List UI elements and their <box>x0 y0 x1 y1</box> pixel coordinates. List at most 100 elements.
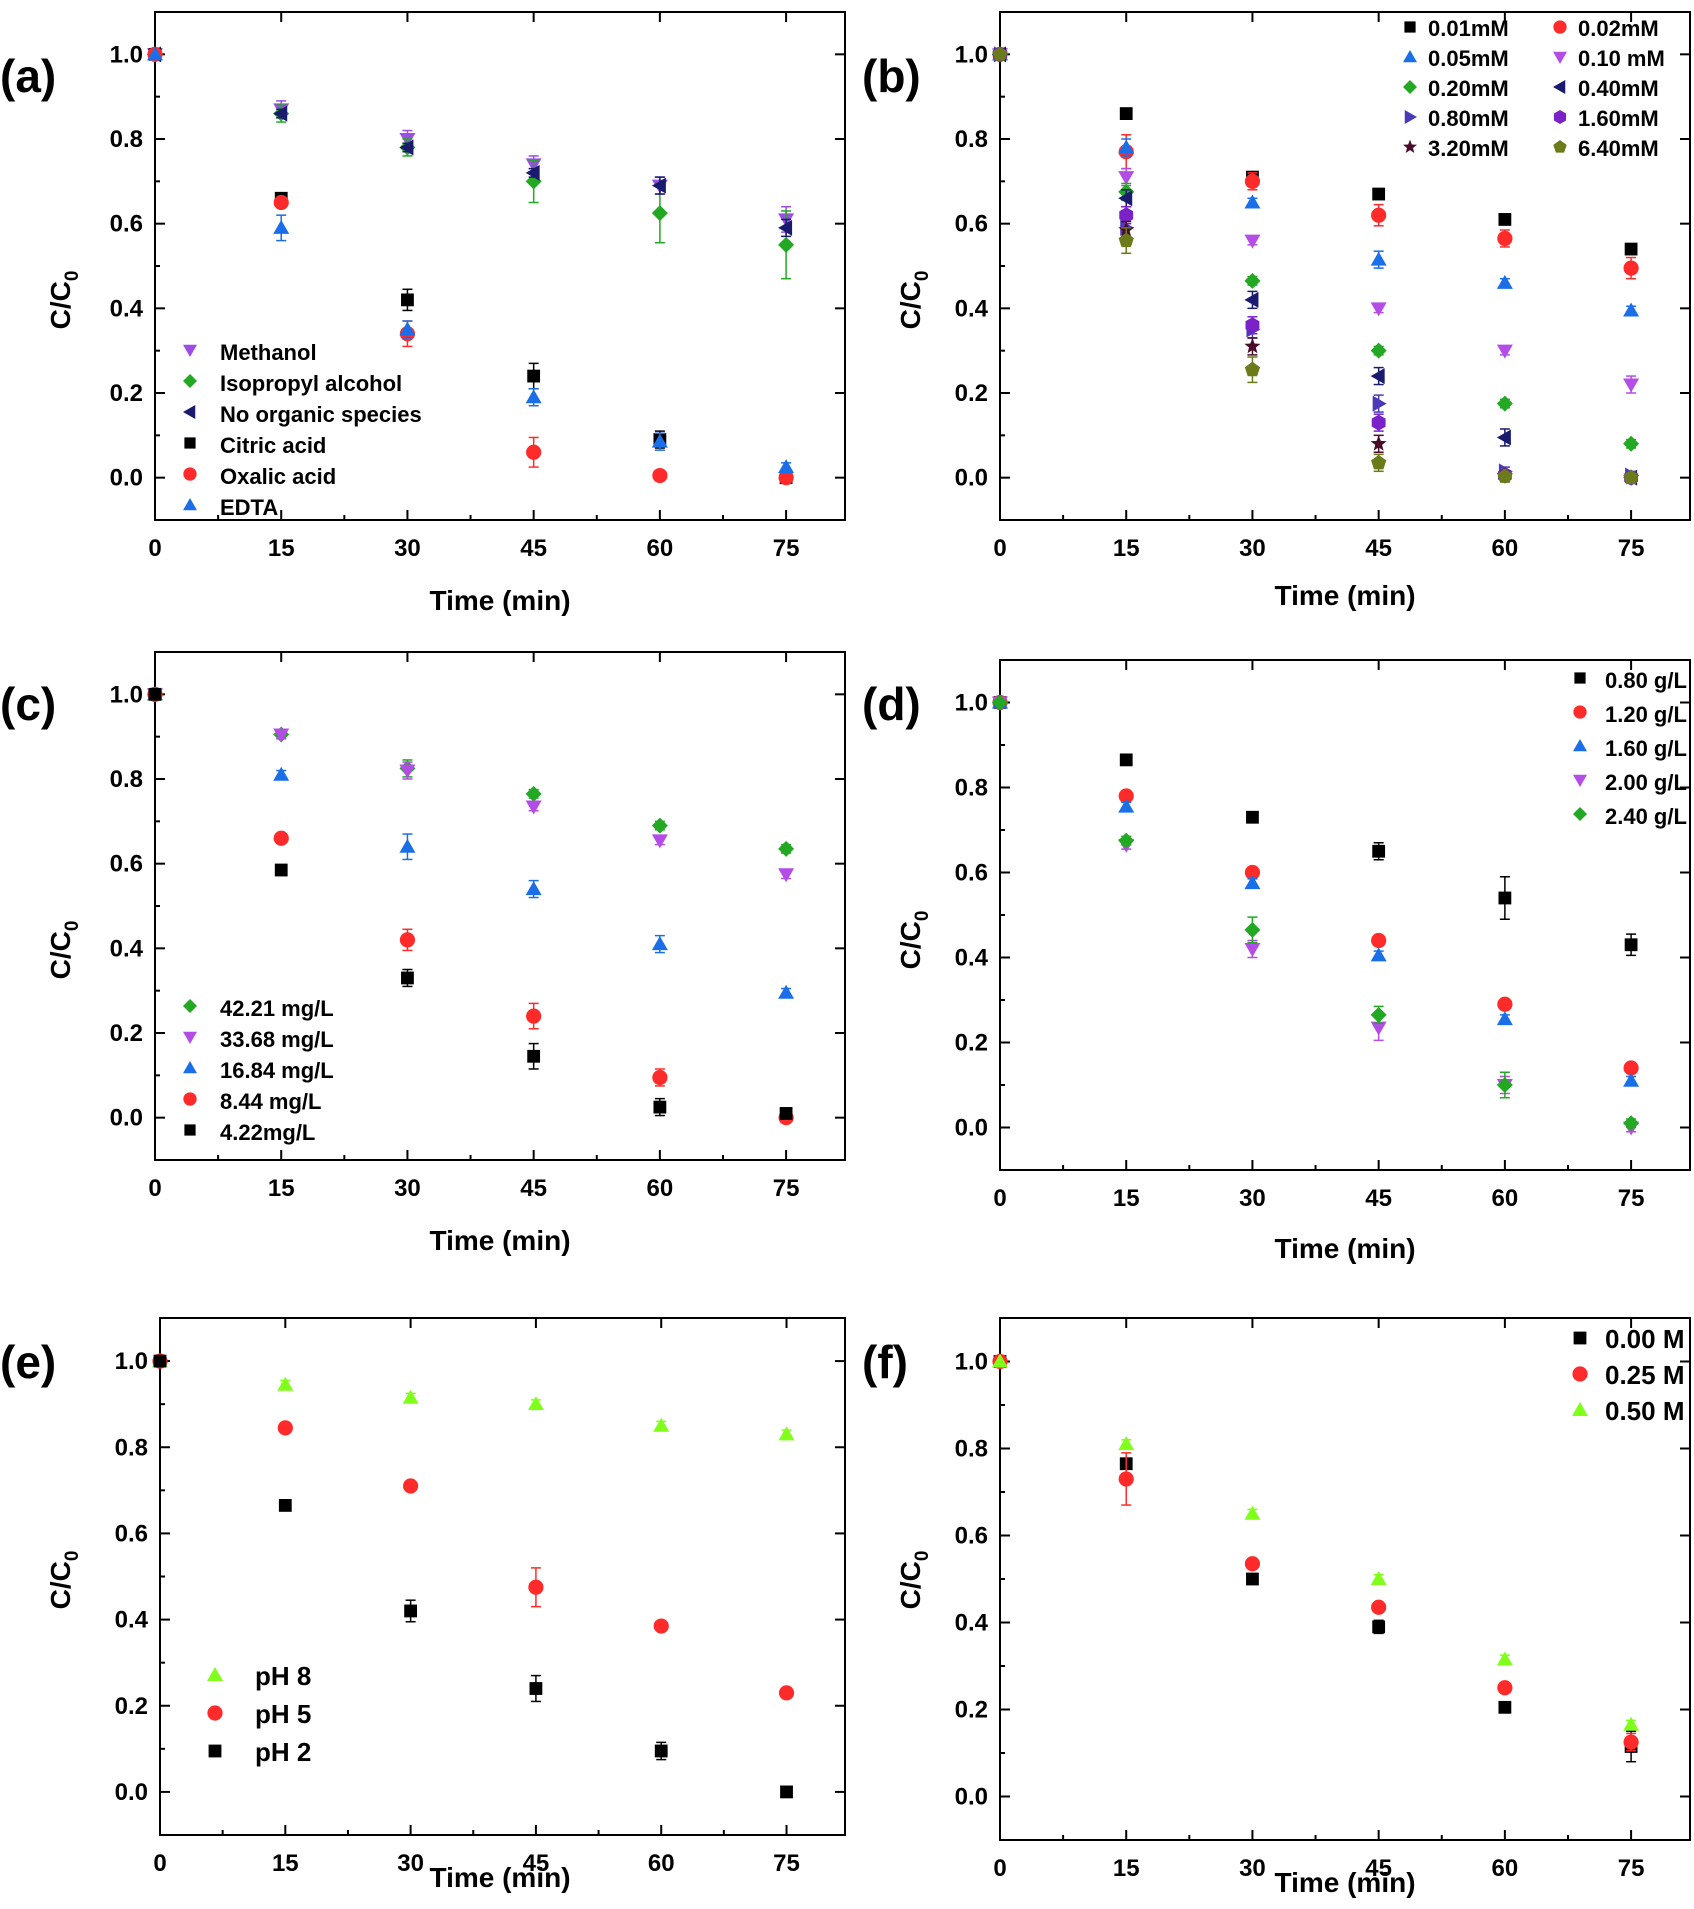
legend: pH 8 pH 5 pH 2 <box>207 1661 311 1767</box>
legend-marker <box>183 498 197 511</box>
legend-marker <box>184 1124 196 1136</box>
x-tick-label: 75 <box>1618 1855 1645 1882</box>
legend-label: 0.80mM <box>1428 106 1509 131</box>
data-point <box>1372 844 1386 858</box>
data-point <box>778 1685 795 1701</box>
y-tick-label: 0.0 <box>110 1105 143 1132</box>
data-point <box>1118 190 1133 207</box>
legend-marker <box>1404 21 1416 33</box>
y-tick-label: 0.8 <box>955 126 988 153</box>
legend-marker <box>208 1744 222 1758</box>
legend-label: pH 8 <box>255 1661 311 1691</box>
legend-label: 4.22mg/L <box>220 1120 315 1145</box>
data-point <box>277 1376 294 1391</box>
data-point <box>1496 395 1513 412</box>
y-tick-label: 0.4 <box>955 1610 989 1637</box>
data-point <box>1371 1599 1387 1615</box>
series-0.25 M <box>992 1353 1639 1752</box>
data-point <box>147 46 163 61</box>
data-point <box>1623 378 1640 393</box>
data-point <box>1244 291 1259 308</box>
legend-marker <box>1574 672 1586 684</box>
legend-label: 0.25 M <box>1605 1360 1685 1390</box>
data-point <box>525 164 540 181</box>
x-tick-label: 75 <box>1618 535 1645 562</box>
legend-label: 0.00 M <box>1605 1324 1685 1354</box>
panel-2: (c) 0 15 30 45 60 75 0.0 0.2 0.4 0.6 0.8 1.0 Time (mi… <box>0 651 846 1256</box>
x-tick-label: 60 <box>648 1850 675 1877</box>
x-tick-label: 0 <box>993 1855 1006 1882</box>
data-point <box>1370 302 1387 317</box>
legend-marker <box>1553 20 1567 34</box>
data-point <box>651 834 668 849</box>
data-point <box>1370 342 1387 359</box>
data-point <box>1370 368 1385 385</box>
data-point <box>651 936 668 951</box>
x-axis-title: Time (min) <box>1274 1233 1415 1264</box>
data-point <box>1498 891 1512 905</box>
data-point <box>992 694 1008 711</box>
x-tick-label: 0 <box>993 1185 1006 1212</box>
data-point <box>1372 187 1386 201</box>
legend-marker <box>1572 1366 1588 1382</box>
data-point <box>779 1107 793 1120</box>
x-tick-label: 30 <box>1239 1185 1266 1212</box>
series-0.80mM <box>994 46 1640 484</box>
legend-marker <box>183 1092 197 1106</box>
y-axis-title: C/C0 <box>45 921 83 980</box>
data-point <box>273 194 289 211</box>
data-point <box>653 1618 669 1634</box>
panel-5: (f) 0 15 30 45 60 75 0.0 0.2 0.4 0.6 0.8 1.0 Time (mi… <box>862 1317 1691 1898</box>
data-point <box>273 830 289 846</box>
data-point <box>1118 171 1135 186</box>
x-tick-label: 45 <box>520 535 547 562</box>
series-2.40 g/L <box>992 694 1640 1132</box>
x-tick-label: 15 <box>1113 535 1140 562</box>
legend-label: 33.68 mg/L <box>220 1027 334 1052</box>
data-point <box>401 293 414 307</box>
data-point <box>1496 344 1513 359</box>
x-tick-label: 15 <box>1113 1855 1140 1882</box>
legend-label: 0.02mM <box>1578 16 1659 41</box>
data-point <box>778 236 795 253</box>
legend: Methanol Isopropyl alcohol No organic spec… <box>183 340 422 520</box>
x-tick-label: 30 <box>397 1850 424 1877</box>
legend-marker <box>183 1061 197 1074</box>
y-tick-label: 0.4 <box>110 295 144 322</box>
legend-label: 0.10 mM <box>1578 46 1665 71</box>
data-point <box>778 1426 795 1441</box>
legend: 0.00 M 0.25 M 0.50 M <box>1572 1324 1685 1426</box>
data-point <box>525 800 542 815</box>
panel-label: (f) <box>862 1336 908 1388</box>
data-point <box>278 1499 292 1512</box>
y-tick-label: 1.0 <box>955 1349 988 1376</box>
legend-label: pH 5 <box>255 1699 311 1729</box>
data-point <box>525 389 542 404</box>
legend-marker <box>183 467 197 481</box>
legend-marker <box>1572 1402 1588 1416</box>
data-point <box>1244 864 1261 881</box>
legend-label: Oxalic acid <box>220 464 336 489</box>
x-tick-label: 30 <box>394 535 421 562</box>
series-EDTA <box>147 46 795 474</box>
data-point <box>1370 1571 1387 1585</box>
y-tick-label: 1.0 <box>110 41 143 68</box>
y-axis-title: C/C0 <box>45 1551 83 1610</box>
x-tick-label: 75 <box>773 1175 800 1202</box>
legend-marker <box>184 437 196 449</box>
y-axis-title: C/C0 <box>45 271 83 330</box>
y-tick-label: 0.0 <box>110 465 143 492</box>
data-point <box>399 764 416 779</box>
x-tick-label: 15 <box>268 1175 295 1202</box>
y-tick-label: 1.0 <box>955 690 988 717</box>
y-tick-label: 0.0 <box>955 465 988 492</box>
y-tick-label: 0.4 <box>115 1607 149 1634</box>
panel-1: (b) 0 15 30 45 60 75 0.0 0.2 0.4 0.6 0.8 1.0 Time (mi… <box>862 11 1691 611</box>
panel-3: (d) 0 15 30 45 60 75 0.0 0.2 0.4 0.6 0.8 1.0 Time (mi… <box>862 659 1691 1264</box>
data-point <box>1498 213 1512 226</box>
data-point <box>1624 242 1638 256</box>
legend-marker <box>1403 139 1417 153</box>
data-point <box>1370 1006 1387 1023</box>
data-point <box>1118 1436 1135 1451</box>
